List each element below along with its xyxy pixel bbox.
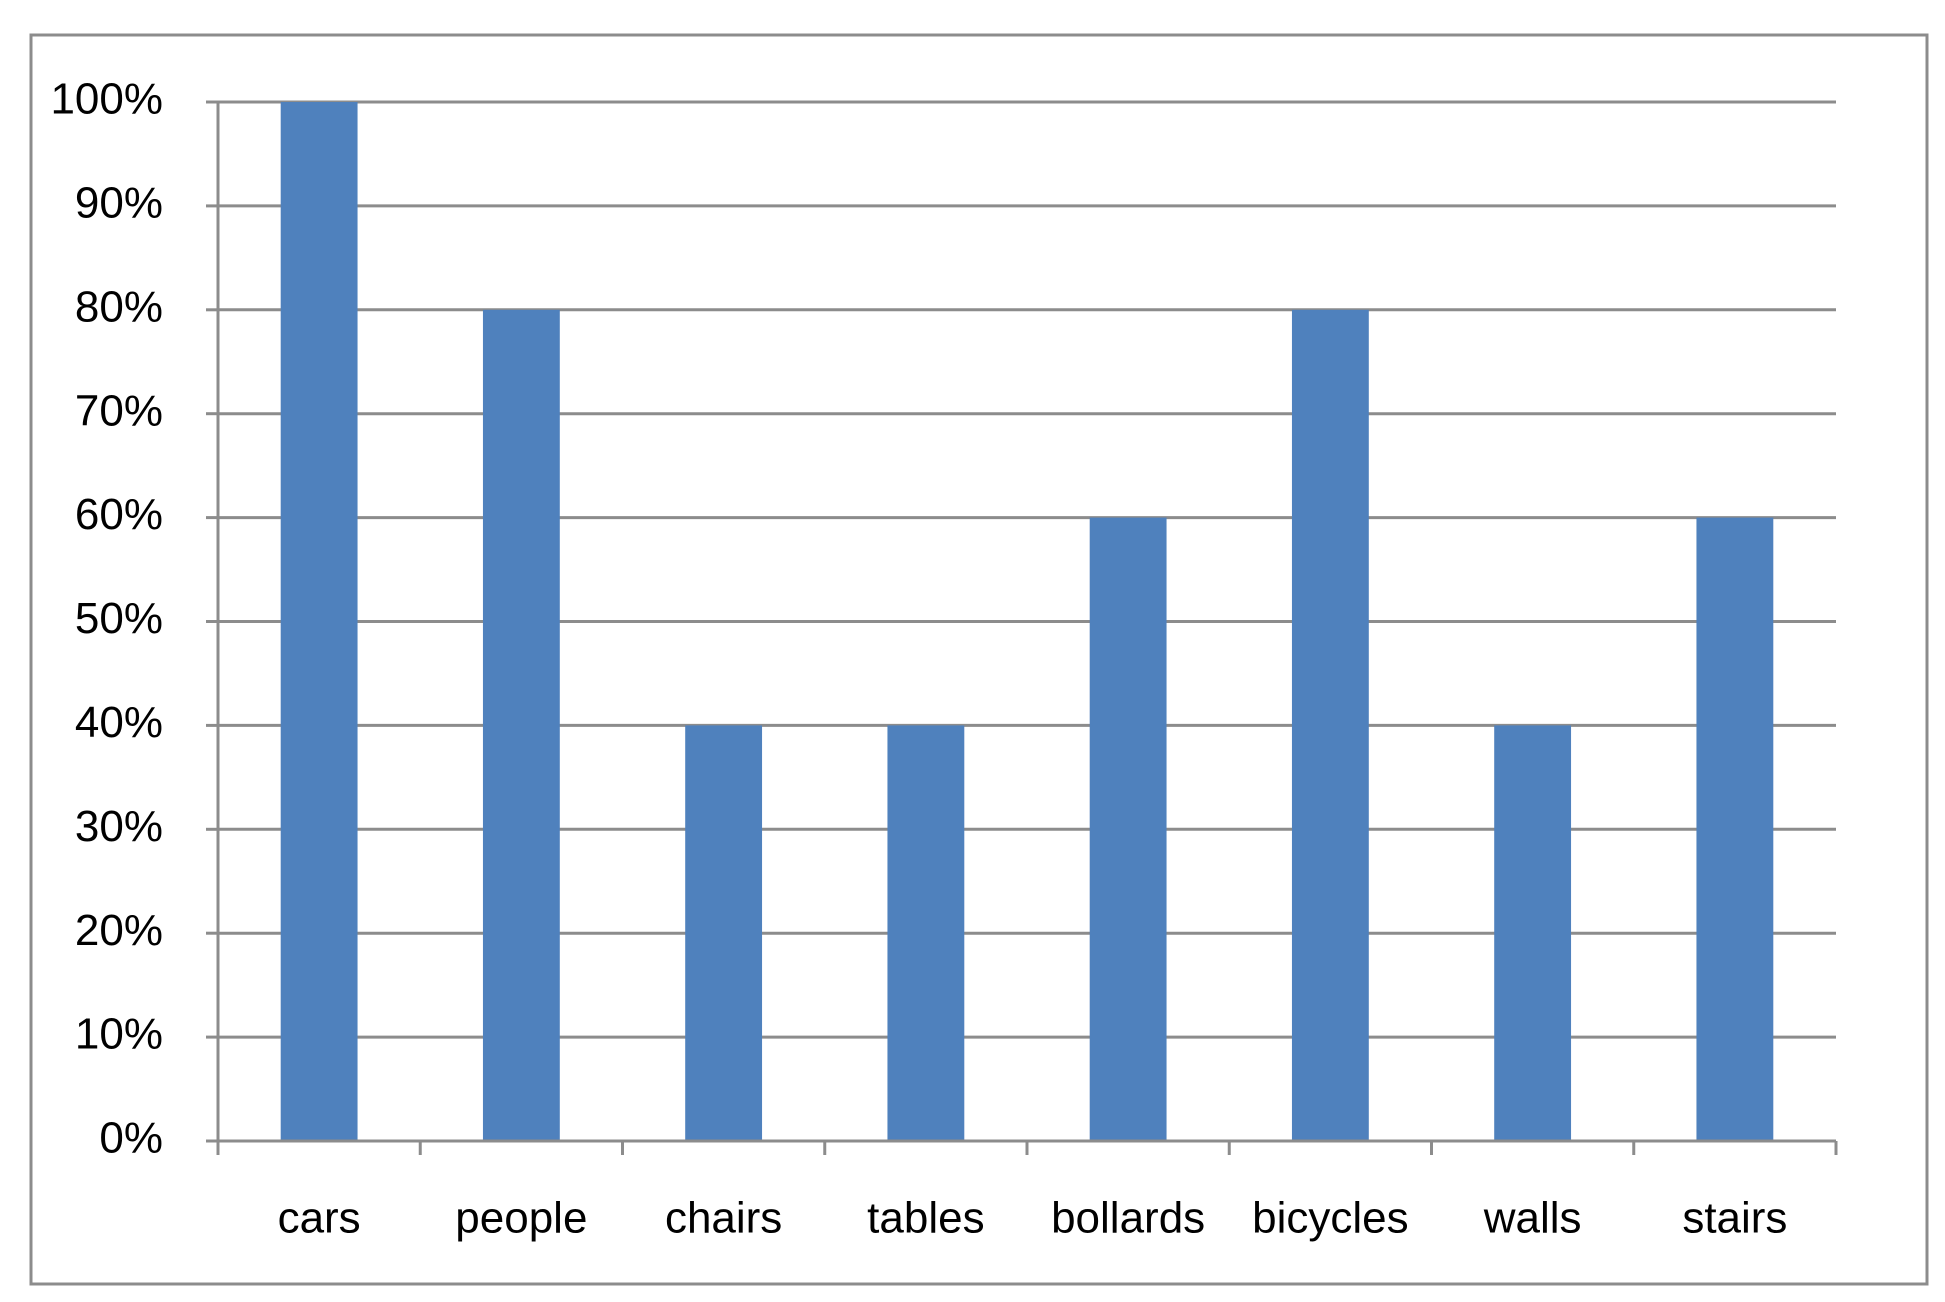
bar	[1494, 725, 1572, 1141]
x-tick-label: stairs	[1682, 1194, 1787, 1243]
y-tick-label: 30%	[75, 802, 163, 851]
y-tick-label: 60%	[75, 490, 163, 539]
x-tick-label: tables	[867, 1194, 984, 1243]
y-tick-label: 90%	[75, 179, 163, 228]
y-tick-label: 10%	[75, 1010, 163, 1059]
bar	[887, 725, 965, 1141]
y-tick-label: 20%	[75, 906, 163, 955]
y-tick-label: 50%	[75, 594, 163, 643]
x-tick-label: chairs	[665, 1194, 782, 1243]
y-tick-label: 0%	[99, 1114, 163, 1163]
x-tick-label: bicycles	[1252, 1194, 1409, 1243]
x-tick-label: walls	[1483, 1194, 1582, 1243]
bar	[685, 725, 763, 1141]
x-tick-label: bollards	[1051, 1194, 1205, 1243]
y-tick-label: 80%	[75, 282, 163, 331]
bar	[482, 309, 560, 1141]
x-tick-label: people	[455, 1194, 587, 1243]
bar	[1089, 517, 1167, 1141]
y-tick-label: 70%	[75, 386, 163, 435]
y-tick-label: 100%	[50, 75, 163, 124]
bar	[1291, 309, 1369, 1141]
y-tick-label: 40%	[75, 698, 163, 747]
bar	[280, 102, 358, 1141]
x-tick-label: cars	[278, 1194, 361, 1243]
bar	[1696, 517, 1774, 1141]
